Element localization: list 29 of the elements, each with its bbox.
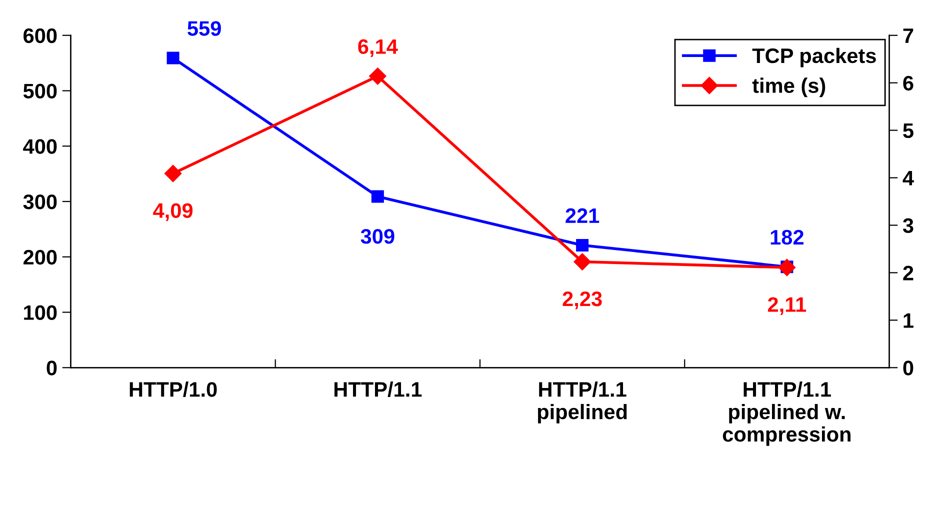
data-label: 6,14: [358, 39, 398, 58]
y-tick-label: 600: [24, 28, 57, 44]
y-tick-label: 300: [23, 194, 57, 210]
y-tick-label: 200: [23, 250, 57, 265]
x-tick-label: HTTP/1.0: [130, 382, 217, 398]
x-tick-label: HTTP/1.1 pipelined w. compression: [722, 382, 850, 446]
y-tick-label: 400: [23, 139, 57, 154]
y2-tick-label: 2: [903, 266, 914, 280]
y2-tick-label: 4: [902, 170, 914, 186]
y-tick-label: 500: [23, 84, 57, 98]
y2-tick-label: 0: [903, 360, 914, 376]
data-label: 4,09: [153, 203, 193, 221]
y2-tick-label: 7: [903, 28, 914, 43]
data-label: 182: [770, 230, 804, 245]
x-tick-label: HTTP/1.1: [334, 382, 422, 398]
y2-tick-label: 3: [902, 218, 914, 234]
y-tick-label: 100: [24, 305, 57, 320]
x-tick-label: HTTP/1.1 pipelined: [538, 382, 627, 424]
data-label: 309: [360, 229, 394, 244]
data-label: 2,11: [768, 297, 806, 315]
data-label: 559: [188, 21, 221, 36]
data-label: 2,23: [562, 292, 602, 310]
y2-tick-label: 1: [904, 313, 914, 328]
data-label: 221: [566, 208, 600, 223]
y-tick-label: 0: [46, 360, 57, 376]
y2-tick-label: 5: [903, 124, 914, 138]
legend-label: time (s): [752, 78, 826, 98]
legend-label: TCP packets: [752, 48, 876, 68]
y2-tick-label: 6: [903, 76, 914, 91]
